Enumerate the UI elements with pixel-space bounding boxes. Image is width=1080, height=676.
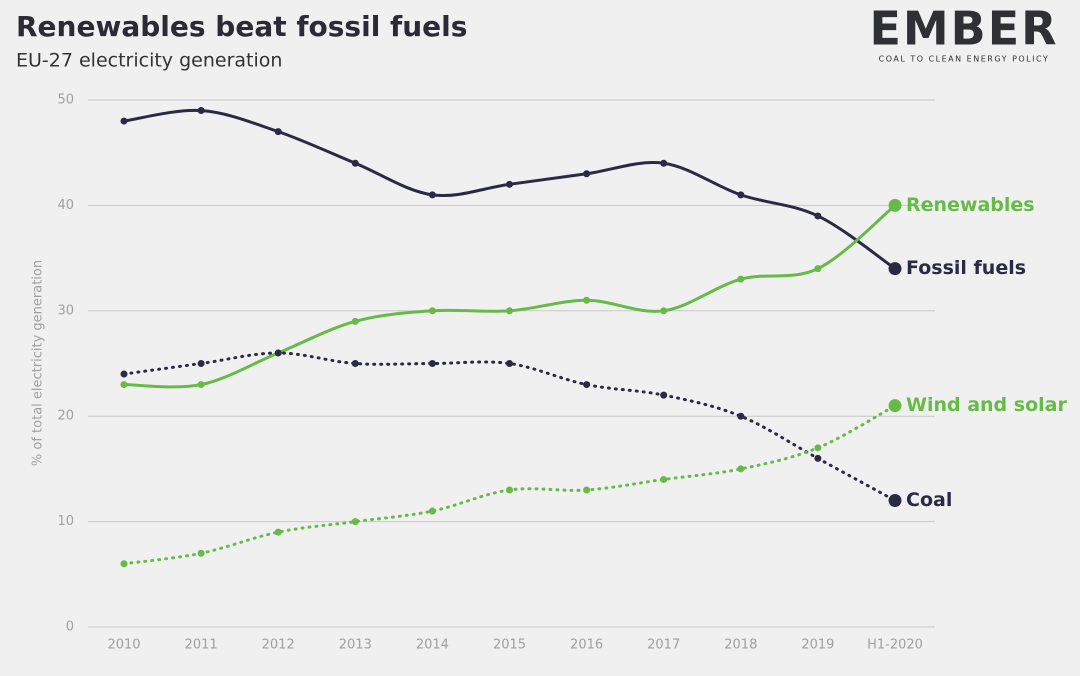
logo-tagline: COAL TO CLEAN ENERGY POLICY xyxy=(879,55,1050,64)
data-point xyxy=(737,412,745,420)
data-point xyxy=(888,262,902,276)
data-point xyxy=(197,381,205,389)
y-axis-label: % of total electricity generation xyxy=(31,260,46,466)
legend-label: Fossil fuels xyxy=(906,257,1026,279)
data-point xyxy=(351,159,359,167)
y-tick-label: 10 xyxy=(57,514,74,529)
data-point xyxy=(583,170,591,178)
data-point xyxy=(737,191,745,199)
data-point xyxy=(197,549,205,557)
data-point xyxy=(506,307,513,315)
data-point xyxy=(274,528,282,536)
x-tick-label: 2011 xyxy=(185,638,218,653)
data-point xyxy=(120,370,128,378)
y-tick-label: 50 xyxy=(57,93,74,108)
x-tick-label: 2015 xyxy=(493,638,526,653)
data-point xyxy=(351,317,359,325)
data-point xyxy=(583,381,591,389)
chart-subtitle: EU-27 electricity generation xyxy=(16,50,282,72)
data-point xyxy=(814,265,822,273)
data-point xyxy=(274,349,282,357)
x-tick-label: 2018 xyxy=(724,638,757,653)
data-point xyxy=(197,107,205,115)
data-point xyxy=(888,399,902,413)
data-point xyxy=(428,360,436,367)
logo-name: EMBER xyxy=(869,2,1058,56)
x-tick-label: 2013 xyxy=(339,638,372,653)
legend-label: Wind and solar xyxy=(906,394,1067,416)
data-point xyxy=(660,391,668,399)
data-point xyxy=(660,475,668,483)
x-tick-label: 2019 xyxy=(801,638,834,653)
data-point xyxy=(814,454,822,462)
data-point xyxy=(814,444,822,452)
y-tick-label: 0 xyxy=(66,620,74,635)
x-tick-label: 2016 xyxy=(570,638,603,653)
y-tick-label: 30 xyxy=(57,303,74,318)
x-tick-label: 2010 xyxy=(107,638,140,653)
data-point xyxy=(120,117,128,125)
data-point xyxy=(351,360,359,367)
data-point xyxy=(351,518,359,526)
data-point xyxy=(583,486,591,494)
data-point xyxy=(506,360,513,367)
data-point xyxy=(737,465,745,473)
data-point xyxy=(197,360,205,367)
legend-label: Renewables xyxy=(906,194,1035,216)
data-point xyxy=(506,486,513,494)
x-tick-label: 2012 xyxy=(262,638,295,653)
data-point xyxy=(660,307,668,315)
data-point xyxy=(737,275,745,283)
data-point xyxy=(888,494,902,508)
data-point xyxy=(120,381,128,389)
data-point xyxy=(888,198,902,212)
chart-title: Renewables beat fossil fuels xyxy=(16,10,467,43)
data-point xyxy=(660,159,668,167)
data-point xyxy=(120,560,128,568)
x-tick-label: H1-2020 xyxy=(867,638,923,653)
data-point xyxy=(814,212,822,220)
data-point xyxy=(428,507,436,515)
data-point xyxy=(428,307,436,315)
y-tick-label: 40 xyxy=(57,198,74,213)
x-tick-label: 2014 xyxy=(416,638,449,653)
data-point xyxy=(506,180,513,188)
y-tick-label: 20 xyxy=(57,409,74,424)
data-point xyxy=(583,296,591,304)
legend-label: Coal xyxy=(906,489,952,511)
x-tick-label: 2017 xyxy=(647,638,680,653)
data-point xyxy=(274,128,282,136)
data-point xyxy=(428,191,436,199)
